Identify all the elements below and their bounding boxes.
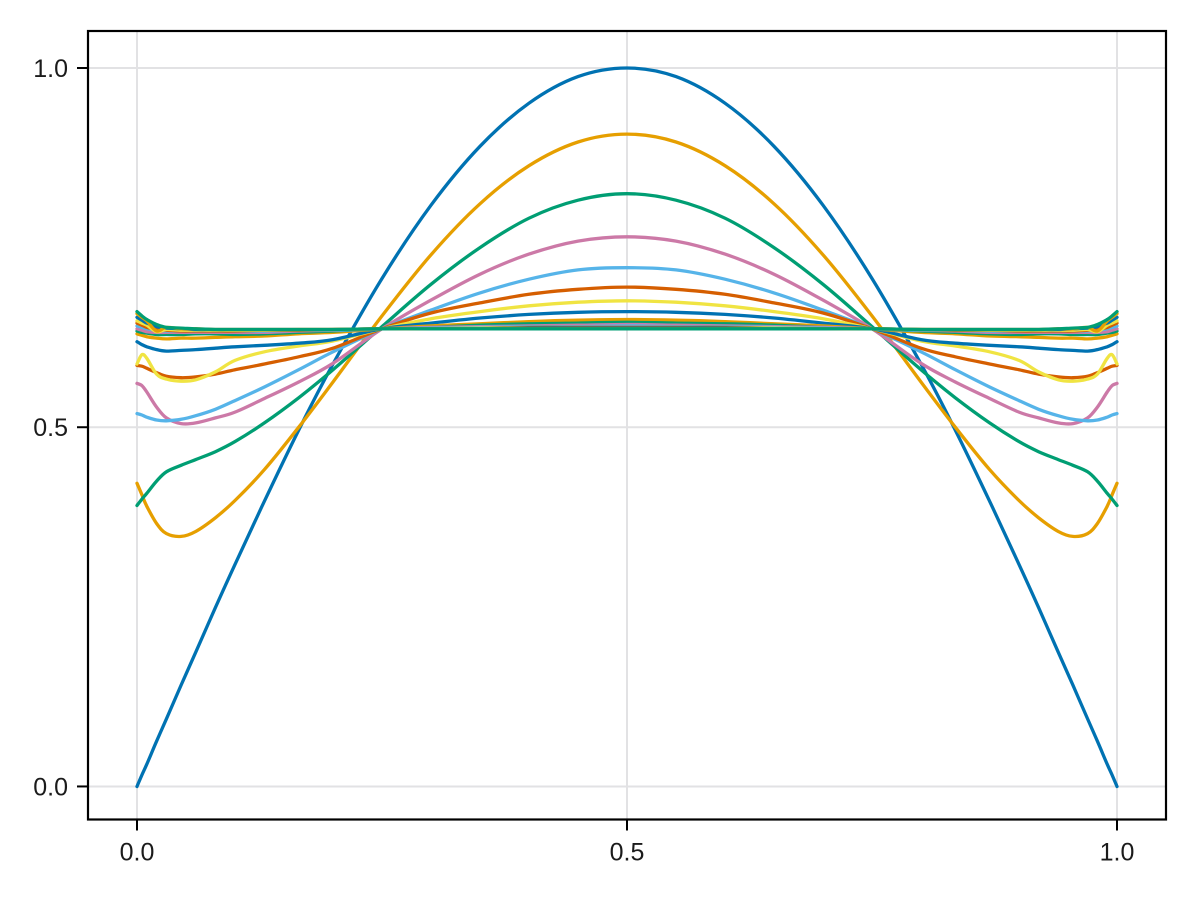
series-line-03 (135, 192, 1119, 508)
series-line-06 (135, 285, 1119, 380)
y-tick-label: 0.0 (33, 773, 68, 801)
y-tick-label: 1.0 (33, 55, 68, 83)
grid-layer (88, 31, 1166, 820)
series-line-05 (135, 266, 1119, 423)
x-tick-label: 1.0 (1100, 839, 1135, 867)
series-line-08 (135, 309, 1119, 353)
series-line-07 (135, 299, 1119, 383)
series-line-09 (135, 317, 1119, 341)
y-tick-label: 0.5 (33, 414, 68, 442)
series-layer (135, 66, 1119, 789)
series-line-04 (135, 235, 1119, 426)
x-tick-label: 0.0 (120, 839, 155, 867)
x-tick-label: 0.5 (610, 839, 645, 867)
axis-layer: 0.0 0.5 1.0 0.0 0.5 1.0 (33, 29, 1168, 867)
series-line-01 (135, 66, 1119, 789)
series-line-17 (135, 309, 1119, 332)
series-line-02 (135, 132, 1119, 539)
